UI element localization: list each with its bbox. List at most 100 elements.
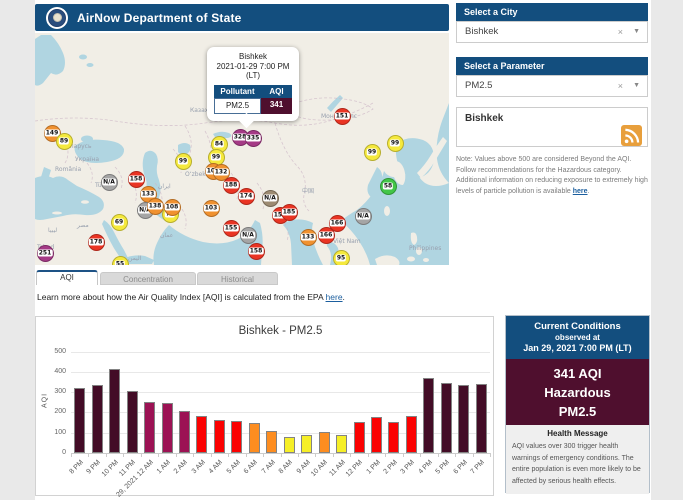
tab-historical[interactable]: Historical	[197, 272, 278, 285]
chart-bar	[353, 422, 365, 453]
y-tick-label: 0	[62, 449, 66, 456]
rss-icon[interactable]	[621, 125, 642, 146]
popup-col-aqi: AQI	[261, 84, 292, 98]
chart-title: Bishkek - PM2.5	[238, 325, 323, 337]
aqi-marker[interactable]: 188	[222, 176, 240, 194]
aqi-marker[interactable]: N/A	[354, 207, 372, 225]
aqi-marker[interactable]: 99	[174, 152, 192, 170]
x-tick	[490, 453, 491, 457]
aqi-marker[interactable]: 55	[111, 255, 129, 265]
note-link[interactable]: here	[572, 187, 588, 195]
map-place-label: 中国	[302, 188, 315, 195]
chart-bar	[213, 419, 225, 453]
aqi-marker[interactable]: N/A	[100, 173, 118, 191]
aqi-marker[interactable]: 58	[379, 177, 397, 195]
x-tick	[437, 453, 439, 457]
gridline	[71, 412, 490, 414]
map-place-label: Việt Nam	[333, 238, 361, 245]
chart-bar	[388, 421, 400, 453]
map-place-label: Україна	[75, 156, 100, 163]
chart-bar	[91, 385, 103, 453]
aqi-marker[interactable]: 108	[163, 198, 181, 216]
popup-datetime: 2021-01-29 7:00 PM	[216, 61, 290, 71]
aqi-chart: Bishkek - PM2.5 AQI 0 100 200 300 400 500 8 PM…	[35, 316, 494, 499]
map-place-label: مصر	[77, 222, 89, 229]
aqi-marker[interactable]: 69	[110, 213, 128, 231]
x-tick	[420, 453, 422, 457]
y-tick-label: 400	[54, 367, 66, 375]
aqi-marker[interactable]: 251	[36, 244, 54, 262]
aqi-marker[interactable]: 185	[280, 203, 298, 221]
aqi-marker[interactable]: 99	[363, 143, 381, 161]
popup-aqi-value: 341	[261, 97, 292, 114]
aqi-marker[interactable]: 89	[55, 132, 73, 150]
aqi-marker[interactable]: 99	[386, 134, 404, 152]
current-pollutant: PM2.5	[558, 404, 597, 419]
aqi-marker[interactable]: 155	[222, 219, 240, 237]
note-text: Note: Values above 500 are considered Be…	[456, 156, 648, 195]
chart-bar	[301, 434, 313, 453]
learn-more-link[interactable]: here	[325, 292, 343, 302]
content-card: AirNow Department of State	[35, 0, 651, 500]
map-place-label: اليمن	[128, 255, 142, 262]
x-tick	[263, 453, 265, 457]
y-tick-label: 200	[54, 408, 66, 416]
x-tick	[332, 453, 334, 457]
health-message-block: Health Message AQI values over 300 trigg…	[506, 425, 649, 494]
aqi-marker[interactable]: 335	[244, 129, 262, 147]
aqi-marker[interactable]: 158	[247, 242, 265, 260]
x-tick	[315, 453, 317, 457]
aqi-marker[interactable]: 166	[317, 226, 335, 244]
clear-parameter-icon[interactable]: ×	[617, 81, 623, 91]
current-aqi-block: 341 AQI Hazardous PM2.5	[506, 359, 649, 425]
aqi-marker[interactable]: 95	[332, 249, 350, 265]
aqi-marker[interactable]: 174	[237, 187, 255, 205]
aqi-marker[interactable]: 158	[127, 170, 145, 188]
chart-bar	[405, 415, 417, 453]
aqi-marker[interactable]: 133	[299, 228, 317, 246]
popup-tz: (LT)	[245, 71, 261, 80]
tab-concentration[interactable]: Concentration	[100, 272, 196, 285]
map-place-label: Казахстан	[190, 107, 223, 114]
aqi-marker[interactable]: 166	[328, 214, 346, 232]
x-tick	[210, 453, 212, 457]
x-tick	[193, 453, 195, 457]
aqi-marker[interactable]: 132	[212, 163, 230, 181]
current-aqi-category: Hazardous	[544, 385, 611, 400]
clear-city-icon[interactable]: ×	[617, 27, 623, 37]
y-tick-label: 500	[54, 347, 66, 355]
chevron-down-icon[interactable]: ▼	[633, 28, 640, 35]
x-tick	[158, 453, 160, 457]
chart-bar	[178, 410, 190, 453]
aqi-marker[interactable]: 178	[87, 233, 105, 251]
chart-bar	[248, 423, 260, 453]
map-place-label: ليبيا	[48, 227, 58, 234]
chart-bar	[74, 388, 86, 453]
learn-more-text: Learn more about how the Air Quality Ind…	[37, 292, 345, 302]
select-city-input[interactable]: Bishkek × ▼	[456, 21, 648, 43]
chart-bar	[266, 430, 278, 453]
x-tick	[402, 453, 404, 457]
aqi-marker[interactable]: 151	[333, 107, 351, 125]
y-tick-label: 300	[54, 388, 66, 396]
y-tick-label: 100	[54, 428, 66, 436]
tab-aqi[interactable]: AQI	[36, 270, 98, 285]
aqi-marker[interactable]: 328	[231, 128, 249, 146]
map-place-label: Oʻzbekiston	[185, 171, 221, 178]
select-parameter-input[interactable]: PM2.5 × ▼	[456, 75, 648, 97]
state-department-seal-icon	[46, 6, 68, 29]
map-place-label: Philippines	[409, 245, 442, 252]
aqi-marker[interactable]: 103	[202, 199, 220, 217]
aqi-marker[interactable]: 84	[210, 135, 228, 153]
popup-pollutant-value: PM2.5	[214, 97, 261, 114]
gridline	[71, 432, 490, 434]
aqi-marker[interactable]: N/A	[239, 226, 257, 244]
app-header: AirNow Department of State	[35, 4, 449, 31]
popup-table: Pollutant AQI PM2.5 341	[214, 84, 292, 114]
map-place-label: România	[55, 166, 82, 173]
x-tick	[367, 453, 369, 457]
aqi-marker[interactable]: 138	[146, 197, 164, 215]
chart-bar	[371, 417, 383, 453]
aqi-marker[interactable]: N/A	[261, 189, 279, 207]
chevron-down-icon[interactable]: ▼	[633, 82, 640, 89]
